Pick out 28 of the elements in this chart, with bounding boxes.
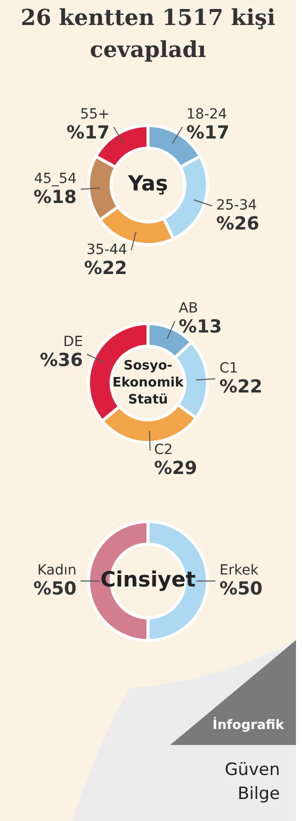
data-label: %29 <box>154 458 198 480</box>
text: Güven Bilge <box>224 759 280 806</box>
chart-title: 26 kentten 1517 kişi cevapladı <box>20 4 276 65</box>
slice-label: 55+ <box>80 106 110 123</box>
data-label: %22 <box>84 258 128 280</box>
slice-label: Kadın <box>37 562 76 579</box>
slice-label: AB <box>178 300 198 317</box>
text: Sosyo-Ekonomik Statü <box>112 358 184 408</box>
slice-label: 18-24 <box>186 106 228 123</box>
data-label: %50 <box>220 578 263 600</box>
data-label: %17 <box>66 122 110 144</box>
slice-label: DE <box>63 334 83 350</box>
data-label: %13 <box>178 316 222 338</box>
data-label: %22 <box>219 376 262 398</box>
data-label: %50 <box>33 578 76 600</box>
slice-label: C2 <box>154 442 173 458</box>
data-label: %18 <box>34 186 77 208</box>
data-label: %26 <box>216 214 260 235</box>
text: Cinsiyet <box>100 567 196 592</box>
slice-label: 25-34 <box>216 198 257 214</box>
data-label: %17 <box>186 122 230 144</box>
text: Yaş <box>127 171 168 196</box>
text: İnfografik <box>212 718 284 733</box>
slice-label: 45_54 <box>34 170 77 187</box>
slice-label: Erkek <box>220 562 260 579</box>
slice-label: C1 <box>219 360 238 376</box>
slice-label: 35-44 <box>86 242 128 258</box>
data-label: %36 <box>40 350 83 371</box>
